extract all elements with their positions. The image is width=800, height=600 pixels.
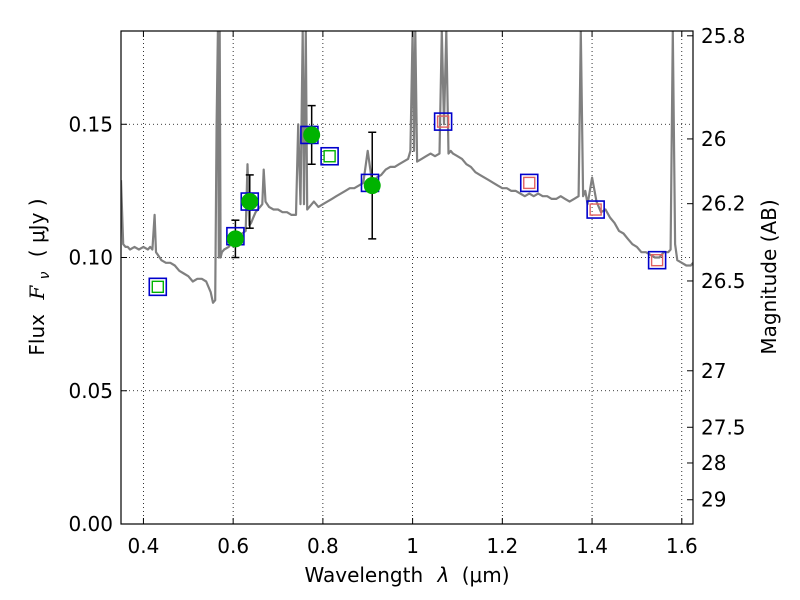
x-tick-label: 1.2 <box>486 534 518 558</box>
x-axis-title-prefix: Wavelength <box>304 563 423 587</box>
inner-marker-square <box>436 115 450 128</box>
x-tick-label: 1 <box>406 534 419 558</box>
y2-tick-label: 29 <box>701 488 726 512</box>
plot-frame <box>120 30 694 525</box>
y2-axis-title: Magnitude (AB) <box>757 199 781 354</box>
measured-point <box>363 177 381 195</box>
inner-marker-square <box>523 176 536 190</box>
y-axis-title-prefix: Flux <box>25 314 49 356</box>
model-flux-square <box>586 200 605 219</box>
y2-tick-label: 27 <box>701 359 726 383</box>
model-flux-square <box>647 250 667 270</box>
model-flux-square <box>519 173 539 193</box>
y-tick-label: 0.15 <box>68 112 113 136</box>
y-axis-title-symbol: F <box>25 285 49 301</box>
measured-point <box>303 126 321 144</box>
x-tick-label: 1.4 <box>576 534 608 558</box>
x-tick-label: 0.4 <box>128 534 160 558</box>
x-tick-label: 1.6 <box>666 534 698 558</box>
x-axis-title-symbol: λ <box>437 563 450 587</box>
y-tick-label: 0.00 <box>68 512 113 536</box>
y2-tick-label: 26 <box>701 127 726 151</box>
inner-marker-square <box>151 280 164 294</box>
inner-marker-square <box>323 150 336 163</box>
y2-tick-label: 27.5 <box>701 415 746 439</box>
grid-lines <box>121 31 693 524</box>
y2-tick-label: 28 <box>701 451 726 475</box>
model-flux-square <box>148 277 168 297</box>
model-flux-square <box>320 146 339 166</box>
y2-tick-label: 26.2 <box>701 192 746 216</box>
plot-data <box>121 31 693 304</box>
sed-model-line <box>121 31 693 304</box>
y-tick-label: 0.10 <box>68 246 113 270</box>
y2-tick-label: 25.8 <box>701 24 746 48</box>
x-axis-title-unit: (μm) <box>462 563 510 587</box>
x-tick-label: 0.6 <box>217 534 249 558</box>
x-axis-title: Wavelength λ (μm) <box>304 563 509 587</box>
x-tick-label: 0.8 <box>307 534 339 558</box>
measured-point <box>226 230 244 248</box>
y2-tick-label: 26.5 <box>701 269 746 293</box>
y-tick-label: 0.05 <box>68 379 113 403</box>
y-axis-title-subscript: ν <box>37 271 53 279</box>
y-axis-title-unit: ( μJy ) <box>25 198 49 257</box>
y-axis-title: Flux F ν ( μJy ) <box>25 198 54 355</box>
inner-marker-square <box>589 203 602 216</box>
measured-point <box>241 193 259 211</box>
axis-ticks: 0.4 0.6 0.8 1 1.2 1.4 1.6 0.00 0.05 0.10 0.15 25.8 2… <box>68 24 745 558</box>
model-flux-square <box>433 112 453 131</box>
inner-marker-square <box>650 253 664 267</box>
